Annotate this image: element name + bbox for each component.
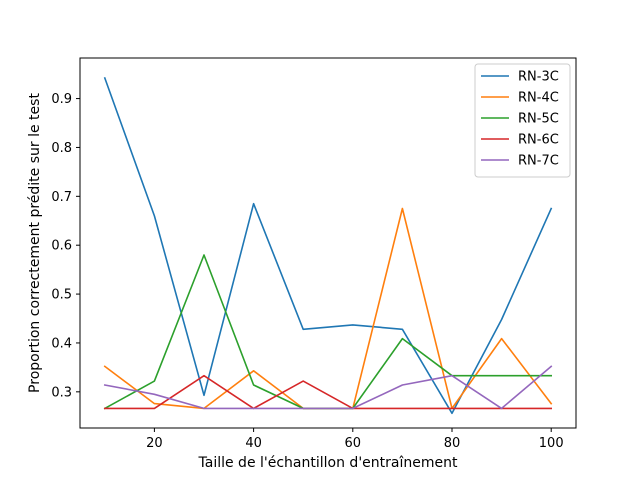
legend-box (474, 63, 571, 178)
plot-frame (79, 57, 577, 429)
x-tick-label: 80 (444, 436, 461, 451)
y-tick-label: 0.7 (51, 190, 72, 205)
x-axis-label: Taille de l'échantillon d'entraînement (198, 455, 458, 471)
legend-label-rn-3c: RN-3C (518, 70, 559, 85)
y-tick-label: 0.9 (51, 92, 72, 107)
legend-label-rn-5c: RN-5C (518, 112, 559, 127)
series-line-rn-6c (104, 374, 553, 410)
legend-label-rn-7c: RN-7C (518, 154, 559, 169)
legend: RN-3C RN-4C RN-5C RN-6C RN-7C (474, 63, 571, 178)
legend-label-rn-6c: RN-6C (518, 133, 559, 148)
legend-label-rn-4c: RN-4C (518, 91, 559, 106)
y-tick-label: 0.8 (51, 141, 72, 156)
x-tick-label: 40 (245, 436, 262, 451)
y-tick-label: 0.3 (51, 385, 72, 400)
y-tick-label: 0.5 (51, 288, 72, 303)
x-tick-label: 20 (146, 436, 163, 451)
y-axis-label: Proportion correctement prédite sur le t… (27, 93, 43, 393)
y-tick-label: 0.4 (51, 336, 72, 351)
y-tick-label: 0.6 (51, 239, 72, 254)
series-line-rn-7c (103, 365, 553, 410)
ticks-layer: 20 40 60 80 100 0.3 0.4 0.5 0.6 0.7 0.8 0.9 (51, 92, 563, 451)
series-layer (103, 76, 553, 415)
x-tick-label: 100 (539, 436, 564, 451)
series-line-rn-3c (103, 76, 553, 415)
x-tick-label: 60 (345, 436, 362, 451)
